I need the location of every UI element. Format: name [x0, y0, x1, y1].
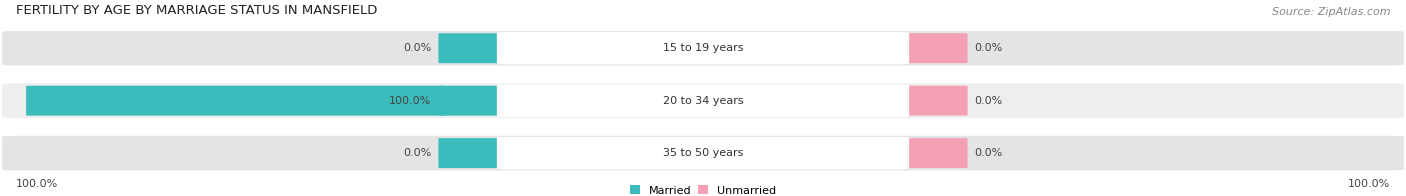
FancyBboxPatch shape [439, 33, 515, 63]
FancyBboxPatch shape [496, 32, 910, 64]
FancyBboxPatch shape [1, 136, 1405, 170]
Text: FERTILITY BY AGE BY MARRIAGE STATUS IN MANSFIELD: FERTILITY BY AGE BY MARRIAGE STATUS IN M… [15, 4, 377, 17]
Text: 0.0%: 0.0% [404, 43, 432, 53]
Text: 100.0%: 100.0% [389, 96, 432, 106]
FancyBboxPatch shape [496, 84, 910, 117]
FancyBboxPatch shape [496, 137, 910, 169]
Text: 100.0%: 100.0% [15, 179, 58, 189]
Legend: Married, Unmarried: Married, Unmarried [630, 185, 776, 196]
Text: 15 to 19 years: 15 to 19 years [662, 43, 744, 53]
FancyBboxPatch shape [891, 33, 967, 63]
Text: 20 to 34 years: 20 to 34 years [662, 96, 744, 106]
Text: 0.0%: 0.0% [974, 148, 1002, 158]
FancyBboxPatch shape [891, 138, 967, 168]
FancyBboxPatch shape [439, 138, 515, 168]
Text: 0.0%: 0.0% [404, 148, 432, 158]
Text: 100.0%: 100.0% [1348, 179, 1391, 189]
FancyBboxPatch shape [1, 31, 1405, 65]
FancyBboxPatch shape [1, 83, 1405, 118]
FancyBboxPatch shape [439, 86, 515, 116]
Text: 0.0%: 0.0% [974, 43, 1002, 53]
Text: 35 to 50 years: 35 to 50 years [662, 148, 744, 158]
FancyBboxPatch shape [27, 86, 446, 116]
FancyBboxPatch shape [891, 86, 967, 116]
Text: Source: ZipAtlas.com: Source: ZipAtlas.com [1271, 7, 1391, 17]
Text: 0.0%: 0.0% [974, 96, 1002, 106]
